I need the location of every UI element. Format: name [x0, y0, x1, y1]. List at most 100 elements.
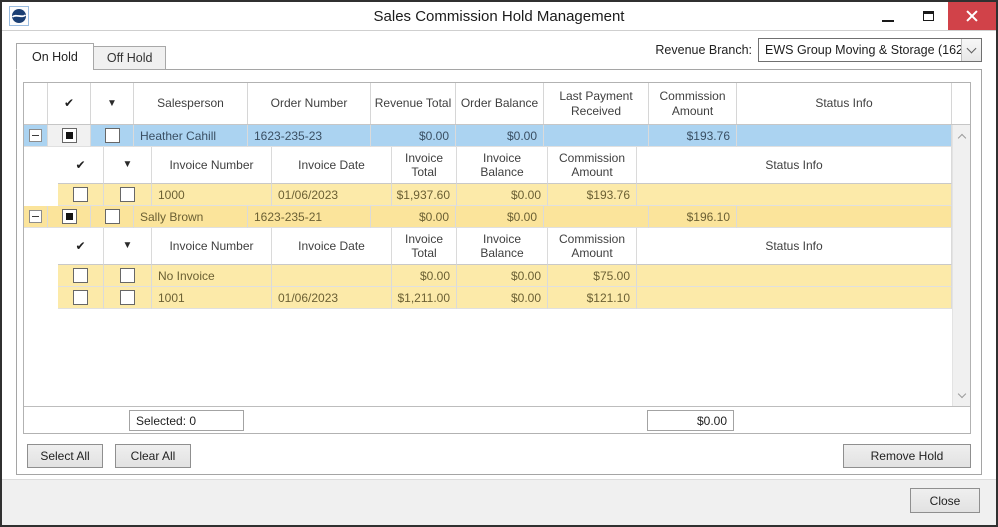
invoice_date-column-header[interactable]: Invoice Date [272, 147, 392, 184]
check-column-header[interactable]: ✔ [48, 83, 91, 124]
commission_amount-column-header[interactable]: Commission Amount [649, 83, 737, 124]
invoice-row-checkbox[interactable] [120, 187, 135, 202]
chevron-down-icon [957, 389, 966, 398]
invoice-row[interactable]: 1001 01/06/2023 $1,211.00 $0.00 $121.10 [24, 287, 952, 309]
collapse-icon[interactable] [29, 210, 42, 223]
order_number-cell: 1623-235-23 [248, 125, 371, 147]
invoice_balance-cell: $0.00 [457, 287, 548, 309]
close-icon [965, 9, 979, 23]
titlebar-separator [2, 30, 996, 31]
invoice-row-checkbox[interactable] [120, 268, 135, 283]
invoice_total-column-header[interactable]: Invoice Total [392, 228, 457, 265]
subgrid-indent [24, 184, 58, 206]
remove-hold-button[interactable]: Remove Hold [843, 444, 971, 468]
last_payment_received-column-header[interactable]: Last Payment Received [544, 83, 649, 124]
maximize-button[interactable] [908, 2, 948, 30]
commission_amount-column-header[interactable]: Commission Amount [548, 228, 637, 265]
expander-column-header [24, 83, 48, 124]
tab-on-hold[interactable]: On Hold [16, 43, 94, 70]
arrow-column-header[interactable]: ▼ [91, 83, 134, 124]
order_number-column-header[interactable]: Order Number [248, 83, 371, 124]
commission_amount-cell: $75.00 [548, 265, 637, 287]
revenue-branch-select[interactable]: EWS Group Moving & Storage (1623) [758, 38, 982, 62]
tab-off-hold[interactable]: Off Hold [92, 46, 167, 70]
row-checkbox[interactable] [104, 128, 120, 143]
collapse-icon[interactable] [29, 129, 42, 142]
clear-all-button[interactable]: Clear All [115, 444, 191, 468]
top-row: On Hold Off Hold Revenue Branch: EWS Gro… [2, 31, 996, 70]
revenue-branch-value: EWS Group Moving & Storage (1623) [765, 43, 961, 57]
invoice_date-cell: 01/06/2023 [272, 287, 392, 309]
arrow-column-header[interactable]: ▼ [104, 228, 152, 265]
status_info-cell [637, 265, 952, 287]
expander-cell [24, 125, 48, 147]
dialog-footer: Close [2, 479, 996, 525]
order_balance-cell: $0.00 [456, 206, 544, 228]
check-column-header[interactable]: ✔ [58, 147, 104, 184]
commission_amount-cell: $193.76 [649, 125, 737, 147]
invoice_balance-column-header[interactable]: Invoice Balance [457, 147, 548, 184]
grid-footer-row: Selected: 0 $0.00 [24, 406, 970, 433]
ews-logo-icon [11, 9, 27, 23]
row-checkbox[interactable] [104, 209, 120, 224]
invoice_balance-column-header[interactable]: Invoice Balance [457, 228, 548, 265]
invoice_total-cell: $1,211.00 [392, 287, 457, 309]
invoice_number-column-header[interactable]: Invoice Number [152, 228, 272, 265]
vertical-scrollbar[interactable] [952, 125, 970, 406]
revenue_total-column-header[interactable]: Revenue Total [371, 83, 456, 124]
invoice-row[interactable]: No Invoice $0.00 $0.00 $75.00 [24, 265, 952, 287]
scroll-down-button[interactable] [953, 387, 970, 403]
invoice-row[interactable]: 1000 01/06/2023 $1,937.60 $0.00 $193.76 [24, 184, 952, 206]
close-window-button[interactable] [948, 2, 996, 30]
commission_amount-cell: $193.76 [548, 184, 637, 206]
close-dialog-button[interactable]: Close [910, 488, 980, 513]
invoice_number-column-header[interactable]: Invoice Number [152, 147, 272, 184]
invoice_total-cell: $0.00 [392, 265, 457, 287]
window-title: Sales Commission Hold Management [373, 7, 625, 25]
hold-checkbox-cell [48, 206, 91, 228]
expander-cell [24, 206, 48, 228]
status_info-cell [637, 287, 952, 309]
arrow-column-header[interactable]: ▼ [104, 147, 152, 184]
selected-count-field[interactable]: Selected: 0 [129, 410, 244, 431]
total-amount-field[interactable]: $0.00 [647, 410, 734, 431]
invoice-header-row: ✔ ▼ Invoice Number Invoice Date Invoice Tota… [24, 147, 952, 184]
subgrid-indent [24, 228, 58, 265]
grid-header-row: ✔ ▼ Salesperson Order Number Revenue Total Or… [24, 83, 970, 125]
order-row[interactable]: Heather Cahill 1623-235-23 $0.00 $0.00 $193.… [24, 125, 952, 147]
invoice-checkbox-cell [58, 184, 104, 206]
hold-checkbox[interactable] [61, 128, 77, 143]
on-hold-tab-page: ✔ ▼ Salesperson Order Number Revenue Total Or… [16, 69, 982, 475]
invoice_date-column-header[interactable]: Invoice Date [272, 228, 392, 265]
hold-checkbox[interactable] [61, 209, 77, 224]
grid-rows: Heather Cahill 1623-235-23 $0.00 $0.00 $193.… [24, 125, 952, 309]
scroll-up-button[interactable] [953, 128, 970, 144]
minimize-button[interactable] [868, 2, 908, 30]
last_payment_received-cell [544, 206, 649, 228]
subgrid-indent [24, 265, 58, 287]
salesperson-column-header[interactable]: Salesperson [134, 83, 248, 124]
invoice-checkbox[interactable] [73, 290, 88, 305]
invoice-checkbox[interactable] [73, 187, 88, 202]
select-all-button[interactable]: Select All [27, 444, 103, 468]
order_balance-column-header[interactable]: Order Balance [456, 83, 544, 124]
order-row[interactable]: Sally Brown 1623-235-21 $0.00 $0.00 $196.10 [24, 206, 952, 228]
status_info-column-header[interactable]: Status Info [637, 228, 952, 265]
invoice-row-checkbox[interactable] [120, 290, 135, 305]
status_info-column-header[interactable]: Status Info [637, 147, 952, 184]
combo-dropdown-button[interactable] [961, 39, 981, 61]
invoice-row-checkbox-cell [104, 265, 152, 287]
grid-body: Heather Cahill 1623-235-23 $0.00 $0.00 $193.… [24, 125, 970, 406]
invoice_total-column-header[interactable]: Invoice Total [392, 147, 457, 184]
check-column-header[interactable]: ✔ [58, 228, 104, 265]
revenue_total-cell: $0.00 [371, 206, 456, 228]
titlebar: Sales Commission Hold Management [2, 2, 996, 30]
invoice-checkbox[interactable] [73, 268, 88, 283]
status_info-column-header[interactable]: Status Info [737, 83, 952, 124]
app-icon[interactable] [9, 6, 29, 26]
row-checkbox-cell [91, 125, 134, 147]
commission_amount-cell: $121.10 [548, 287, 637, 309]
chevron-down-icon [966, 43, 977, 54]
commission_amount-column-header[interactable]: Commission Amount [548, 147, 637, 184]
